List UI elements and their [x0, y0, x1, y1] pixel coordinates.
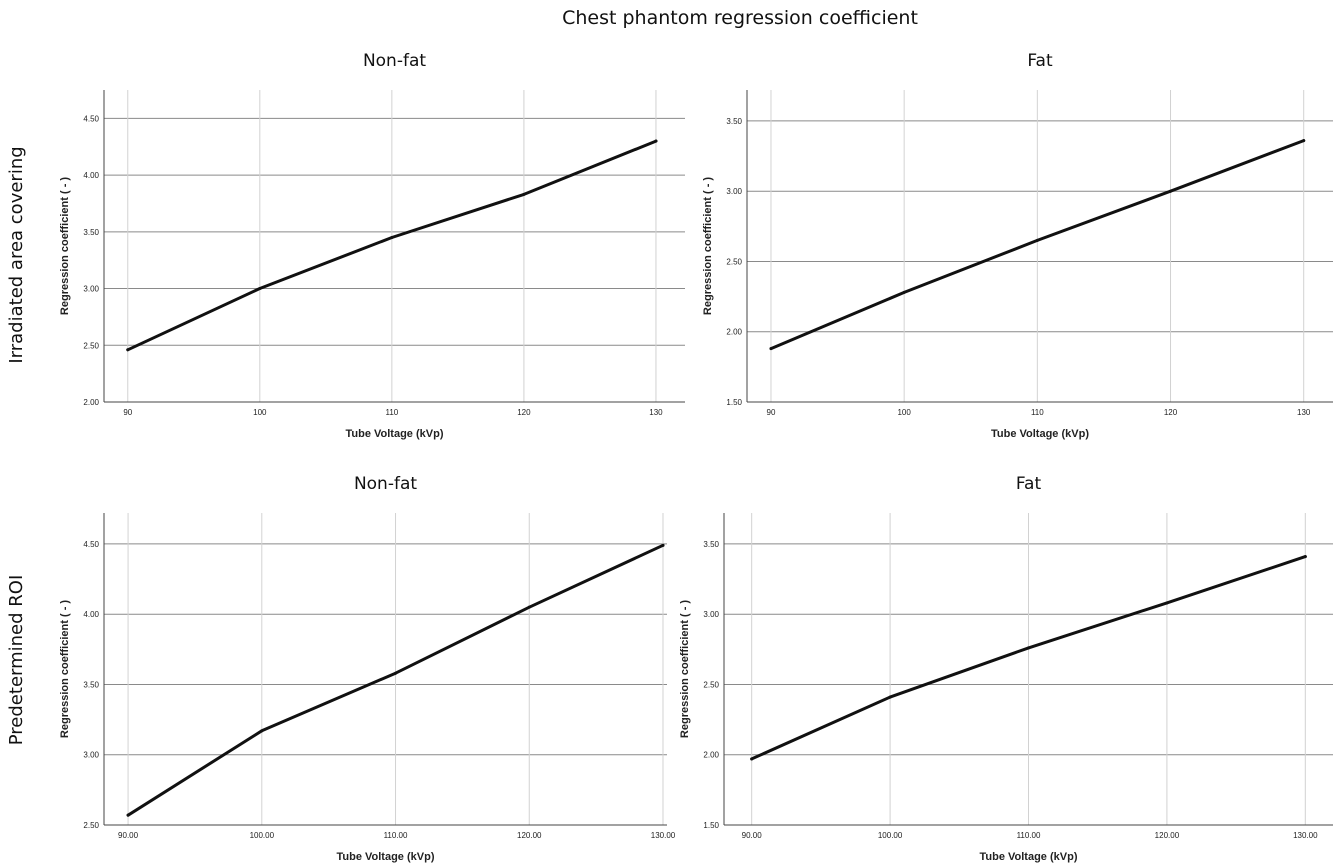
y-tick-label: 3.50 [83, 680, 99, 689]
x-axis-label: Tube Voltage (kVp) [337, 851, 435, 863]
y-tick-label: 2.50 [83, 341, 99, 350]
y-tick-label: 2.50 [83, 821, 99, 830]
y-tick-label: 3.50 [83, 228, 99, 237]
data-point [1165, 601, 1169, 605]
x-tick-label: 120 [517, 408, 531, 417]
y-tick-label: 1.50 [726, 398, 742, 407]
y-tick-label: 4.50 [83, 540, 99, 549]
y-tick-label: 2.00 [703, 751, 719, 760]
data-point [1302, 139, 1306, 143]
data-point [750, 757, 754, 761]
data-point [888, 695, 892, 699]
x-tick-label: 110.00 [1017, 831, 1041, 840]
data-point [390, 235, 394, 239]
data-point [258, 287, 262, 291]
x-tick-label: 90 [123, 408, 132, 417]
chart-panel-roi-nonfat: 2.50 3.00 3.50 4.00 4.50 90.00 100.00 110.00 120… [59, 474, 676, 863]
x-tick-label: 130.00 [651, 831, 676, 840]
x-tick-label: 110 [1031, 408, 1044, 417]
x-tick-label: 90.00 [742, 831, 763, 840]
chart-panel-irradiated-nonfat: 2.00 2.50 3.00 3.50 4.00 4.50 90 100 110 120 130 No… [59, 51, 685, 440]
x-tick-label: 130.00 [1293, 831, 1318, 840]
y-tick-label: 4.00 [83, 610, 99, 619]
y-tick-label: 1.50 [703, 821, 719, 830]
y-axis-label: Regression coefficient ( - ) [59, 600, 71, 738]
row-label-irradiated: Irradiated area covering [6, 146, 27, 363]
y-tick-label: 3.00 [726, 187, 742, 196]
x-tick-label: 90.00 [118, 831, 139, 840]
y-axis-label: Regression coefficient ( - ) [679, 600, 691, 738]
panel-title: Non-fat [363, 51, 426, 71]
data-point [1027, 646, 1030, 650]
x-tick-label: 110.00 [384, 831, 408, 840]
x-tick-label: 120.00 [1155, 831, 1180, 840]
row-label-predetermined-roi: Predetermined ROI [6, 575, 27, 745]
data-point [394, 671, 398, 675]
x-tick-label: 100.00 [250, 831, 275, 840]
x-tick-label: 100 [253, 408, 267, 417]
y-tick-label: 3.00 [83, 285, 99, 294]
x-axis-label: Tube Voltage (kVp) [980, 851, 1078, 863]
x-tick-label: 90 [767, 408, 776, 417]
y-tick-label: 3.00 [703, 610, 719, 619]
data-point [522, 192, 526, 196]
y-axis-label: Regression coefficient ( - ) [59, 177, 71, 315]
x-tick-label: 120.00 [517, 831, 542, 840]
y-tick-label: 3.50 [726, 117, 742, 126]
y-tick-label: 2.00 [726, 328, 742, 337]
x-tick-label: 100 [897, 408, 911, 417]
y-tick-label: 2.50 [726, 257, 742, 266]
panel-title: Fat [1016, 474, 1042, 494]
data-point [661, 543, 665, 547]
data-point [1303, 555, 1307, 559]
data-point [1035, 238, 1039, 242]
panel-title: Non-fat [354, 474, 417, 494]
x-tick-label: 130 [649, 408, 663, 417]
y-tick-label: 2.00 [83, 398, 99, 407]
panel-title: Fat [1027, 51, 1053, 71]
y-tick-label: 4.50 [83, 114, 99, 123]
data-point [126, 348, 130, 352]
y-tick-label: 2.50 [703, 680, 719, 689]
data-point [654, 139, 658, 143]
y-tick-label: 3.50 [703, 540, 719, 549]
x-tick-label: 120 [1164, 408, 1178, 417]
data-point [769, 347, 773, 351]
data-point [1169, 189, 1173, 193]
x-axis-label: Tube Voltage (kVp) [991, 428, 1089, 440]
data-point [126, 813, 130, 817]
data-point [902, 290, 906, 294]
chart-panel-irradiated-fat: 1.50 2.00 2.50 3.00 3.50 90 100 110 120 130 Fat Tub… [702, 51, 1333, 440]
chart-panel-roi-fat: 1.50 2.00 2.50 3.00 3.50 90.00 100.00 110.00 120… [679, 474, 1333, 863]
y-axis-label: Regression coefficient ( - ) [702, 177, 714, 315]
y-tick-label: 3.00 [83, 751, 99, 760]
x-tick-label: 100.00 [878, 831, 903, 840]
y-tick-label: 4.00 [83, 171, 99, 180]
x-tick-label: 110 [385, 408, 398, 417]
data-point [260, 729, 264, 733]
x-tick-label: 130 [1297, 408, 1311, 417]
figure-title: Chest phantom regression coefficient [562, 7, 918, 29]
x-axis-label: Tube Voltage (kVp) [346, 428, 444, 440]
data-point [527, 605, 531, 609]
